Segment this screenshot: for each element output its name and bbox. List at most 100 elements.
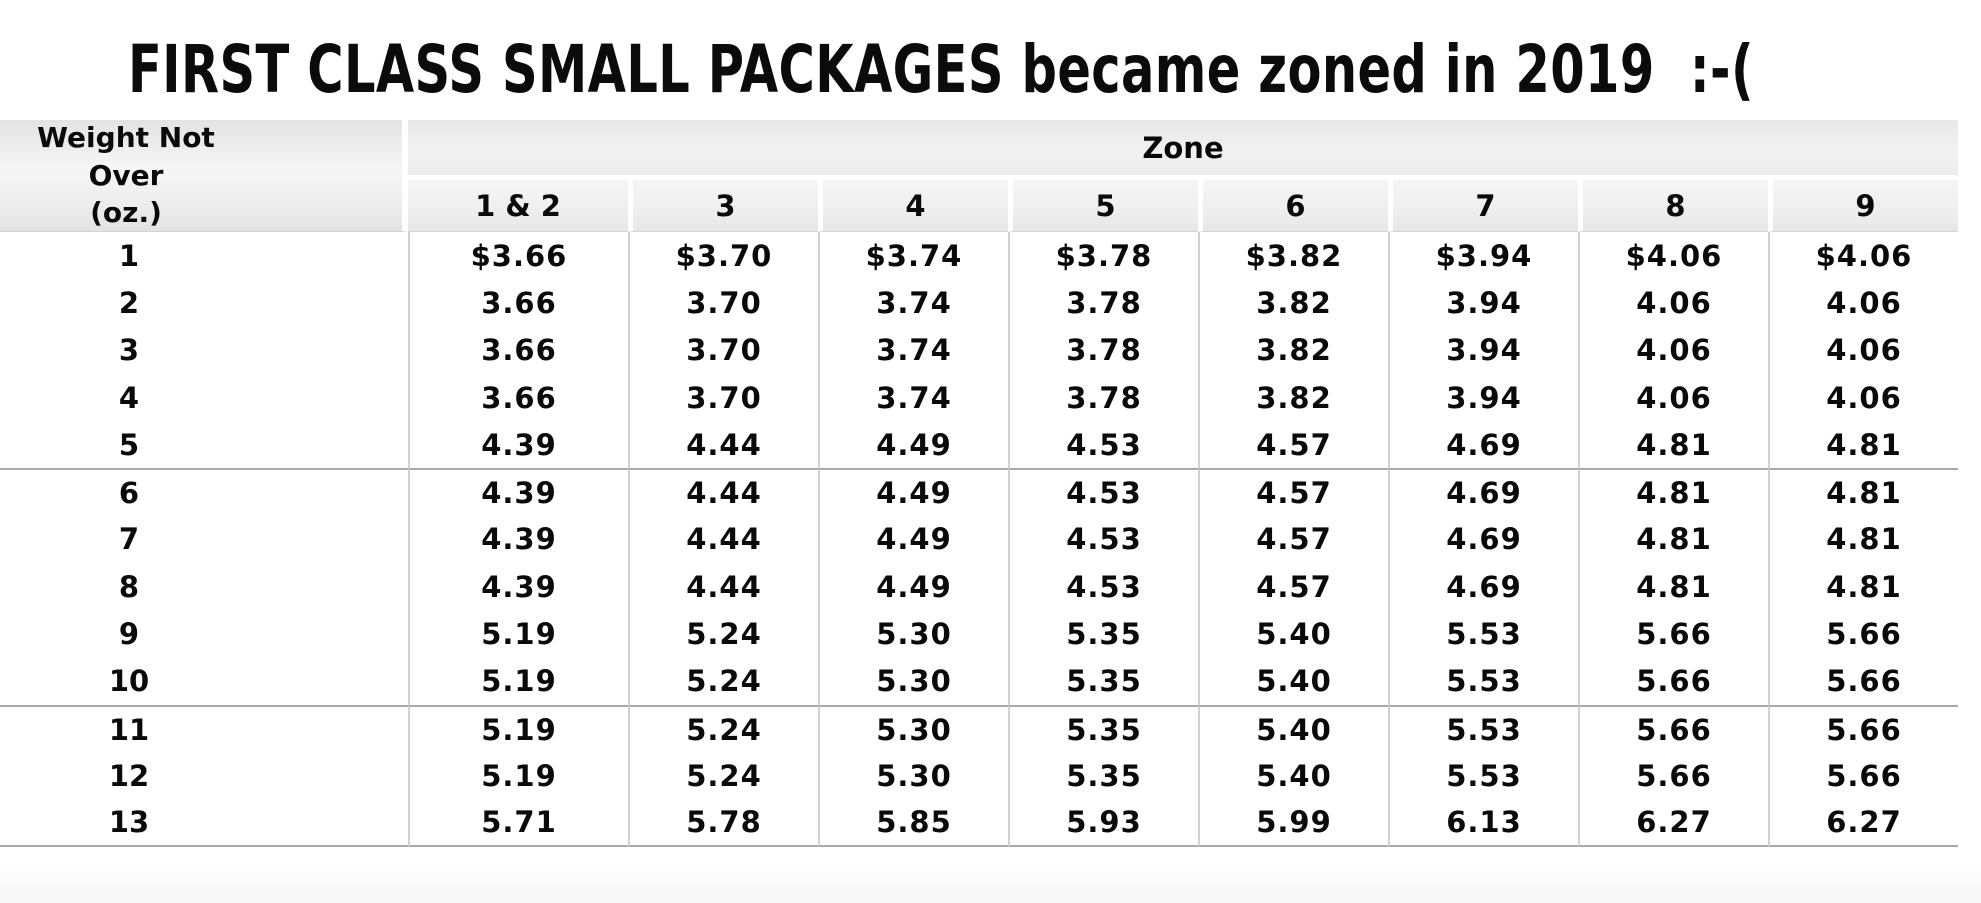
price-cell: 3.66 xyxy=(408,373,628,422)
price-cell: 5.19 xyxy=(408,610,628,658)
zone-column-header: 7 xyxy=(1388,180,1578,232)
price-cell: 5.30 xyxy=(818,752,1008,800)
price-cell: 3.66 xyxy=(408,326,628,374)
zone-header-cell: Zone xyxy=(408,120,1958,180)
price-cell: 4.57 xyxy=(1198,515,1388,564)
price-cell: 5.35 xyxy=(1008,752,1198,800)
zone-column-header: 5 xyxy=(1008,180,1198,232)
zone-column-header: 9 xyxy=(1768,180,1958,232)
price-cell: 5.19 xyxy=(408,752,628,800)
price-cell: 5.19 xyxy=(408,657,628,705)
price-cell: 4.06 xyxy=(1768,279,1958,327)
price-cell: 5.53 xyxy=(1388,610,1578,658)
price-cell: 3.78 xyxy=(1008,373,1198,422)
price-cell: 5.40 xyxy=(1198,704,1388,753)
price-cell: 4.53 xyxy=(1008,468,1198,516)
price-cell: 5.30 xyxy=(818,704,1008,753)
price-cell: $4.06 xyxy=(1768,232,1958,280)
page-title-text: FIRST CLASS SMALL PACKAGES became zoned … xyxy=(127,30,1754,108)
price-cell: 3.94 xyxy=(1388,326,1578,374)
price-cell: 5.66 xyxy=(1578,657,1768,705)
price-cell: 4.44 xyxy=(628,421,818,469)
price-cell: $4.06 xyxy=(1578,232,1768,280)
weight-cell: 11 xyxy=(0,704,408,753)
price-cell: 5.19 xyxy=(408,704,628,753)
price-cell: 5.66 xyxy=(1768,752,1958,800)
zone-column-header: 8 xyxy=(1578,180,1768,232)
weight-cell: 6 xyxy=(0,468,408,516)
price-cell: 5.53 xyxy=(1388,657,1578,705)
price-cell: 5.66 xyxy=(1578,704,1768,753)
price-cell: 4.06 xyxy=(1768,373,1958,422)
price-cell: 5.40 xyxy=(1198,752,1388,800)
price-cell: 5.78 xyxy=(628,799,818,847)
price-cell: 4.57 xyxy=(1198,563,1388,611)
price-cell: 4.49 xyxy=(818,421,1008,469)
weight-cell: 2 xyxy=(0,279,408,327)
price-cell: 3.74 xyxy=(818,373,1008,422)
price-cell: 4.06 xyxy=(1768,326,1958,374)
price-cell: 3.82 xyxy=(1198,326,1388,374)
weight-cell: 4 xyxy=(0,373,408,422)
weight-cell: 1 xyxy=(0,232,408,280)
price-cell: 5.66 xyxy=(1768,610,1958,658)
price-cell: $3.82 xyxy=(1198,232,1388,280)
price-cell: 4.57 xyxy=(1198,421,1388,469)
price-cell: 4.53 xyxy=(1008,563,1198,611)
weight-header-cell: Weight Not Over (oz.) xyxy=(0,120,408,232)
price-cell: 3.94 xyxy=(1388,373,1578,422)
weight-cell: 13 xyxy=(0,799,408,847)
price-cell: 4.06 xyxy=(1578,326,1768,374)
price-cell: 4.69 xyxy=(1388,563,1578,611)
price-cell: 4.39 xyxy=(408,515,628,564)
price-cell: $3.94 xyxy=(1388,232,1578,280)
price-cell: 4.69 xyxy=(1388,515,1578,564)
price-cell: 5.30 xyxy=(818,610,1008,658)
price-cell: $3.70 xyxy=(628,232,818,280)
price-cell: 4.81 xyxy=(1578,515,1768,564)
price-cell: 4.69 xyxy=(1388,468,1578,516)
price-cell: 4.81 xyxy=(1578,468,1768,516)
price-cell: 4.39 xyxy=(408,563,628,611)
price-cell: $3.74 xyxy=(818,232,1008,280)
price-cell: 5.71 xyxy=(408,799,628,847)
price-cell: 3.82 xyxy=(1198,279,1388,327)
price-cell: 4.44 xyxy=(628,515,818,564)
price-cell: 5.99 xyxy=(1198,799,1388,847)
price-cell: 4.06 xyxy=(1578,373,1768,422)
price-cell: 5.93 xyxy=(1008,799,1198,847)
price-cell: 4.49 xyxy=(818,515,1008,564)
weight-cell: 9 xyxy=(0,610,408,658)
zone-column-header: 3 xyxy=(628,180,818,232)
price-cell: 6.27 xyxy=(1768,799,1958,847)
price-cell: 3.78 xyxy=(1008,279,1198,327)
price-cell: 4.57 xyxy=(1198,468,1388,516)
price-cell: 5.24 xyxy=(628,704,818,753)
zone-column-header: 4 xyxy=(818,180,1008,232)
price-cell: 4.69 xyxy=(1388,421,1578,469)
price-cell: 5.66 xyxy=(1578,752,1768,800)
price-cell: 4.49 xyxy=(818,563,1008,611)
price-cell: 4.81 xyxy=(1578,563,1768,611)
below-table-area xyxy=(0,862,1981,903)
price-cell: 3.70 xyxy=(628,279,818,327)
weight-header-line2: (oz.) xyxy=(90,196,162,230)
price-cell: 3.74 xyxy=(818,279,1008,327)
price-cell: 5.53 xyxy=(1388,752,1578,800)
price-cell: 3.66 xyxy=(408,279,628,327)
price-cell: 3.94 xyxy=(1388,279,1578,327)
price-cell: 5.40 xyxy=(1198,610,1388,658)
price-cell: 4.81 xyxy=(1768,563,1958,611)
price-cell: 4.44 xyxy=(628,563,818,611)
zone-column-header: 1 & 2 xyxy=(408,180,628,232)
price-cell: 5.66 xyxy=(1768,704,1958,753)
price-cell: 5.53 xyxy=(1388,704,1578,753)
price-cell: $3.66 xyxy=(408,232,628,280)
price-cell: 5.35 xyxy=(1008,657,1198,705)
price-cell: 6.27 xyxy=(1578,799,1768,847)
price-cell: 4.06 xyxy=(1578,279,1768,327)
price-cell: 5.35 xyxy=(1008,610,1198,658)
weight-cell: 5 xyxy=(0,421,408,469)
price-cell: 5.66 xyxy=(1768,657,1958,705)
